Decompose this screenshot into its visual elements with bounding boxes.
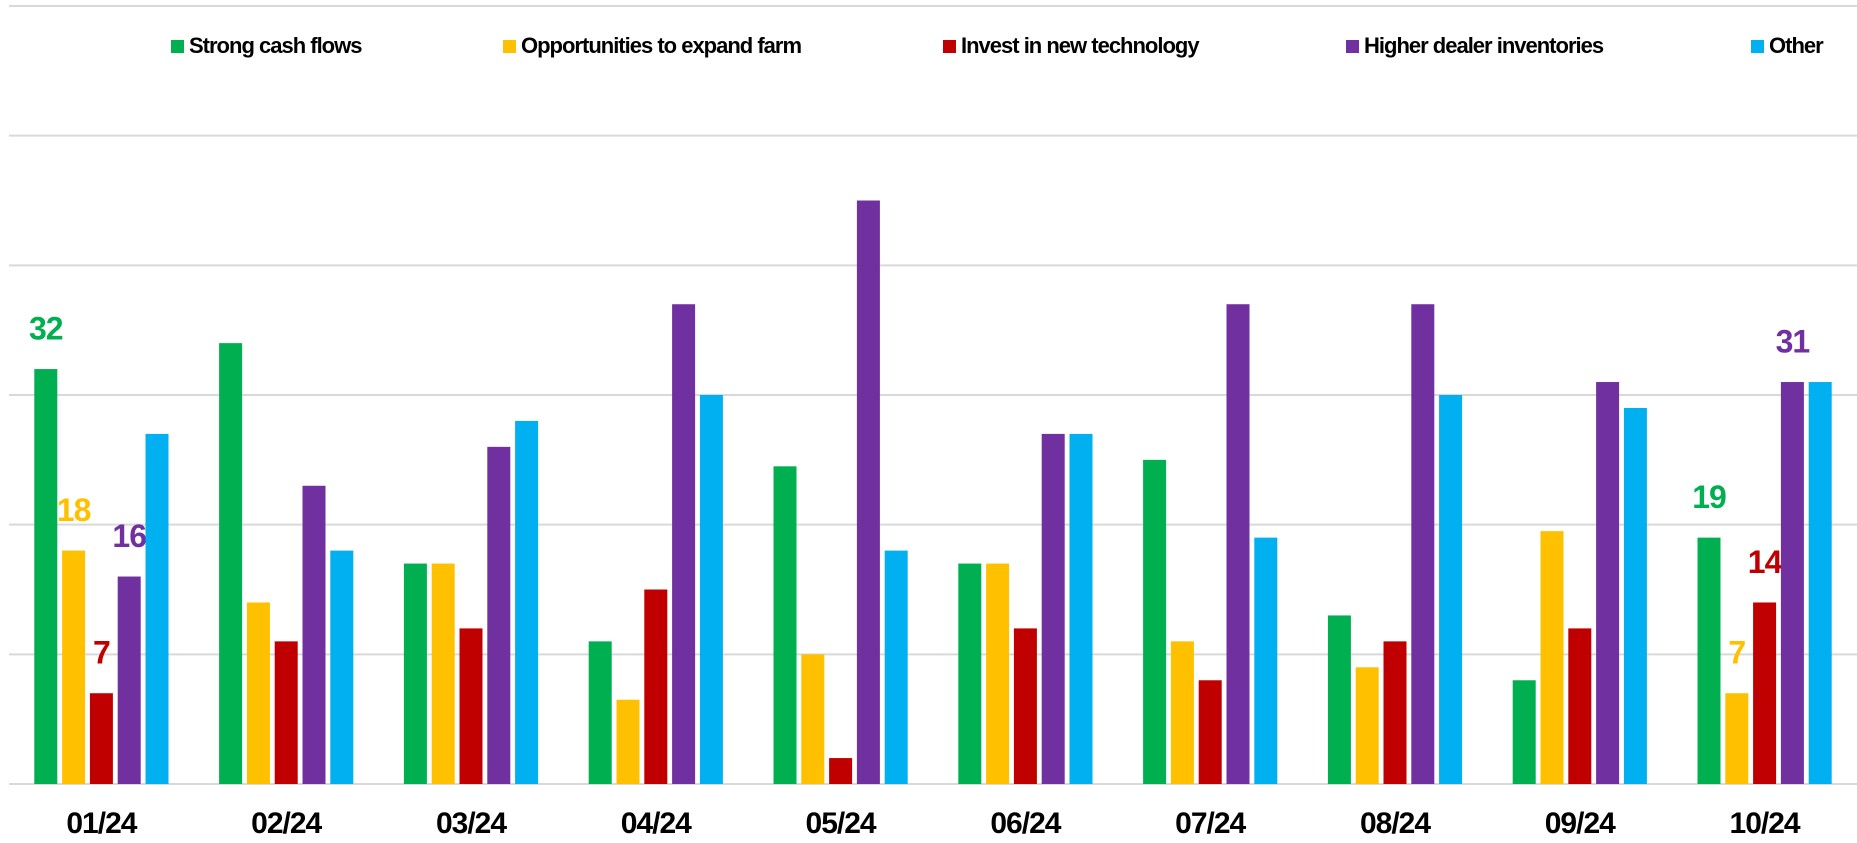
bar: [1568, 628, 1592, 784]
bar: [1725, 693, 1749, 784]
data-label: 31: [1776, 323, 1810, 359]
bar: [1041, 433, 1065, 784]
bar: [986, 563, 1010, 784]
bar: [274, 641, 298, 784]
data-label: 19: [1692, 479, 1726, 515]
bar: [246, 602, 270, 784]
bar: [1808, 382, 1832, 784]
bar: [1069, 433, 1093, 784]
bar: [431, 563, 455, 784]
legend-swatch: [1346, 40, 1359, 53]
bar: [1596, 382, 1620, 784]
bar: [856, 200, 880, 784]
x-tick-label: 01/24: [66, 807, 137, 840]
x-tick-label: 10/24: [1730, 807, 1801, 840]
legend-label: Opportunities to expand farm: [521, 33, 801, 58]
bar: [1697, 537, 1721, 784]
bar: [487, 446, 511, 784]
bar: [145, 433, 169, 784]
bar: [588, 641, 612, 784]
bar: [1254, 537, 1278, 784]
legend-swatch: [1751, 40, 1764, 53]
bar: [117, 576, 141, 784]
bar: [801, 654, 825, 784]
bar: [672, 304, 696, 784]
x-tick-label: 05/24: [806, 807, 877, 840]
bar: [1623, 407, 1647, 784]
data-label: 16: [112, 518, 146, 554]
legend-label: Invest in new technology: [961, 33, 1200, 58]
bar: [829, 758, 853, 784]
x-tick-label: 02/24: [251, 807, 322, 840]
data-label: 18: [57, 492, 91, 528]
legend-swatch: [503, 40, 516, 53]
bar: [1198, 680, 1222, 784]
bar: [616, 699, 640, 784]
bar: [1327, 615, 1351, 784]
data-label: 14: [1748, 544, 1783, 580]
data-label: 7: [93, 635, 110, 671]
bar: [89, 693, 113, 784]
bar: [1439, 395, 1463, 784]
bar: [403, 563, 427, 784]
bar: [699, 395, 723, 784]
bar: [62, 550, 86, 784]
bar: [1170, 641, 1194, 784]
bar: [1753, 602, 1777, 784]
bar: [330, 550, 354, 784]
bar: [1355, 667, 1379, 784]
bar: [1512, 680, 1536, 784]
bar: [1411, 304, 1435, 784]
x-tick-label: 06/24: [990, 807, 1061, 840]
bar: [1143, 459, 1167, 784]
x-tick-label: 08/24: [1360, 807, 1431, 840]
bar: [1226, 304, 1250, 784]
legend-swatch: [943, 40, 956, 53]
legend-label: Higher dealer inventories: [1364, 33, 1604, 58]
legend-label: Other: [1769, 33, 1824, 58]
x-tick-label: 03/24: [436, 807, 507, 840]
bar: [884, 550, 908, 784]
bar: [34, 369, 58, 784]
x-tick-label: 04/24: [621, 807, 692, 840]
bar: [219, 343, 243, 784]
bar: [1540, 531, 1564, 784]
bar: [1780, 382, 1804, 784]
data-label: 32: [29, 311, 63, 347]
bar: [459, 628, 483, 784]
bar: [302, 485, 326, 784]
bar: [773, 466, 797, 784]
bar: [1383, 641, 1407, 784]
legend-label: Strong cash flows: [189, 33, 362, 58]
x-tick-label: 07/24: [1175, 807, 1246, 840]
bar: [644, 589, 668, 784]
bar: [958, 563, 982, 784]
bar: [1013, 628, 1037, 784]
legend-swatch: [171, 40, 184, 53]
data-label: 7: [1728, 635, 1745, 671]
bar: [515, 420, 539, 784]
x-tick-label: 09/24: [1545, 807, 1616, 840]
